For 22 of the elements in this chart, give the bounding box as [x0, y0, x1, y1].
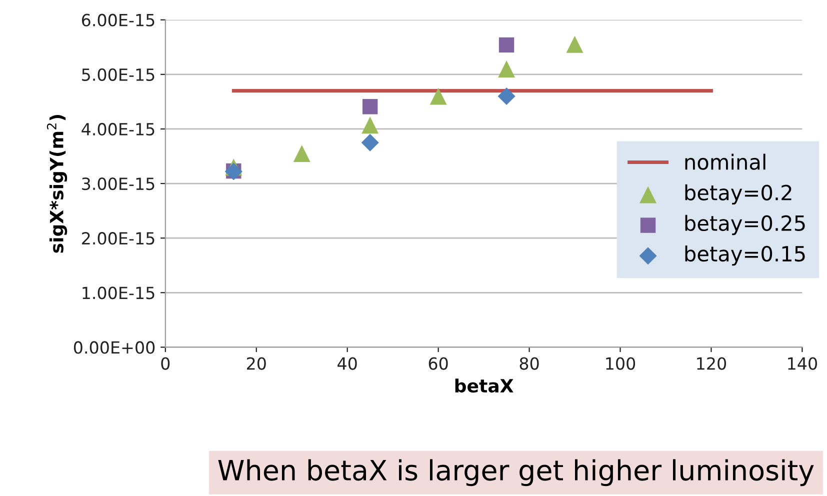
y-tick-label: 0.00E+00 [74, 341, 155, 354]
legend-label: betay=0.15 [685, 245, 805, 266]
x-tick-label: 20 [246, 357, 266, 370]
legend-label: betay=0.2 [685, 184, 792, 204]
x-tick-label: 80 [520, 357, 539, 370]
x-tick-label: 60 [428, 357, 448, 370]
x-tick-label: 120 [697, 357, 726, 370]
x-axis-title: betaX [455, 378, 514, 393]
x-tick-label: 0 [161, 357, 170, 370]
y-tick-label: 5.00E-15 [82, 68, 154, 81]
y-tick-label: 6.00E-15 [82, 14, 154, 26]
y-tick-label: 2.00E-15 [82, 232, 154, 245]
x-tick-label: 100 [606, 357, 636, 370]
x-tick-label: 40 [338, 357, 357, 370]
legend-label: nominal [685, 154, 766, 170]
legend-label: betay=0.25 [685, 214, 805, 236]
x-tick-label: 140 [788, 357, 817, 370]
y-tick-label: 3.00E-15 [82, 177, 154, 190]
y-tick-label: 1.00E-15 [82, 286, 154, 300]
text: When betaX is larger get higher luminosity [218, 459, 814, 486]
y-axis-title: sigX*sigY(m$^{2}$) [46, 115, 68, 253]
y-tick-label: 4.00E-15 [82, 122, 154, 136]
